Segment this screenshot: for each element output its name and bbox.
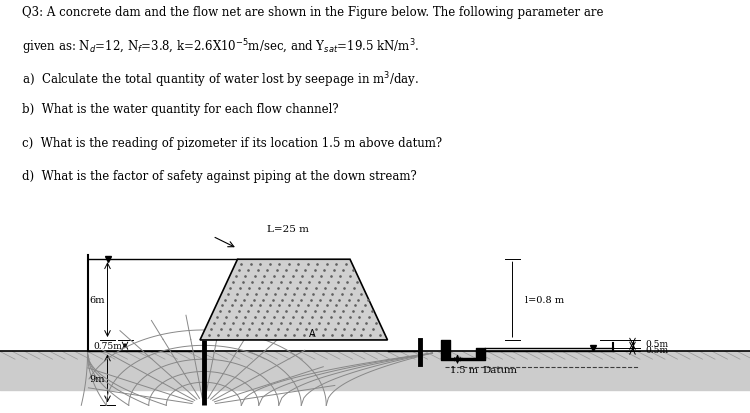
Text: Q3: A concrete dam and the flow net are shown in the Figure below. The following: Q3: A concrete dam and the flow net are … xyxy=(22,6,604,19)
Text: 1.5 m: 1.5 m xyxy=(450,366,478,375)
Text: 0.75m: 0.75m xyxy=(94,342,122,350)
Text: Datum: Datum xyxy=(482,366,518,375)
Text: c)  What is the reading of pizometer if its location 1.5 m above datum?: c) What is the reading of pizometer if i… xyxy=(22,136,442,149)
Text: l=0.8 m: l=0.8 m xyxy=(525,295,564,304)
Text: 9m: 9m xyxy=(89,374,105,383)
Text: A: A xyxy=(309,329,316,339)
Text: 0.5m: 0.5m xyxy=(645,339,668,349)
Polygon shape xyxy=(200,260,388,340)
Text: b)  What is the water quantity for each flow channel?: b) What is the water quantity for each f… xyxy=(22,103,339,116)
Text: a)  Calculate the total quantity of water lost by seepage in m$^3$/day.: a) Calculate the total quantity of water… xyxy=(22,70,420,90)
Text: d)  What is the factor of safety against piping at the down stream?: d) What is the factor of safety against … xyxy=(22,169,417,182)
Text: 6m: 6m xyxy=(89,295,105,304)
Text: given as: N$_d$=12, N$_f$=3.8, k=2.6X10$^{-5}$m/sec, and Y$_{sat}$=19.5 kN/m$^3$: given as: N$_d$=12, N$_f$=3.8, k=2.6X10$… xyxy=(22,37,420,57)
Text: 0.5m: 0.5m xyxy=(645,345,668,354)
Text: L=25 m: L=25 m xyxy=(266,225,308,233)
